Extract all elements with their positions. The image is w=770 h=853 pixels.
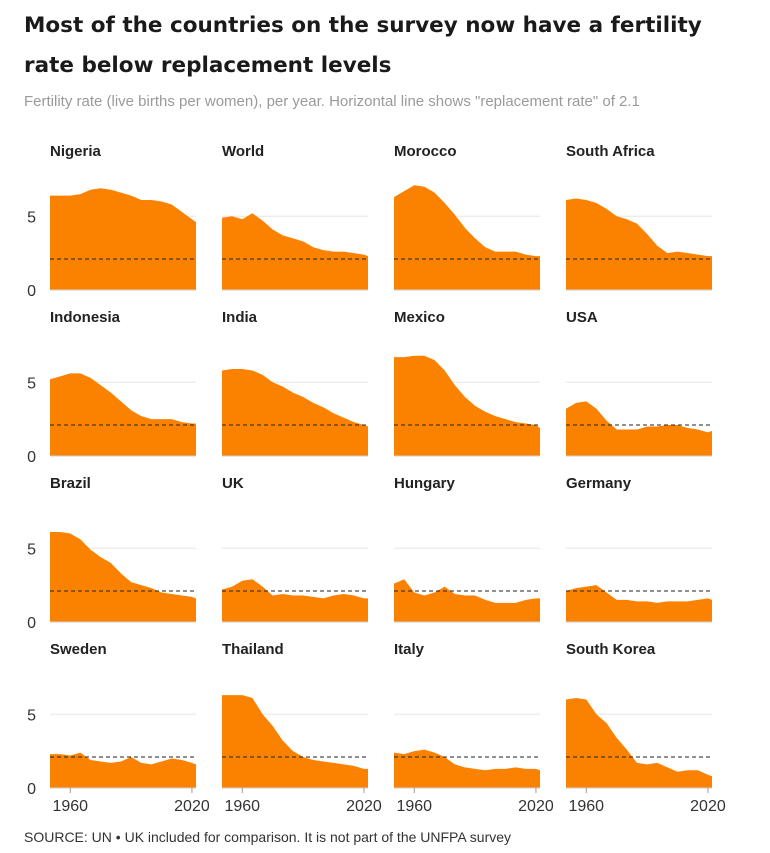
- panel-label: India: [222, 309, 258, 326]
- panel-label: Nigeria: [50, 143, 102, 160]
- y-tick-label: 5: [27, 707, 36, 724]
- fertility-area: [394, 185, 540, 290]
- panel-label: Hungary: [394, 475, 456, 492]
- panel-hungary: Hungary: [394, 475, 540, 623]
- panel-label: USA: [566, 309, 598, 326]
- fertility-area: [566, 698, 712, 788]
- x-tick-label: 2020: [690, 798, 726, 815]
- fertility-area: [394, 579, 540, 622]
- fertility-area: [394, 355, 540, 456]
- panel-nigeria: Nigeria 0 5: [27, 143, 196, 300]
- panel-usa: USA: [566, 309, 712, 457]
- panel-indonesia: Indonesia 0 5: [27, 309, 196, 466]
- panel-brazil: Brazil 0 5: [27, 475, 196, 632]
- panel-label: South Africa: [566, 143, 655, 160]
- y-tick-label: 0: [27, 283, 36, 300]
- panel-label: Sweden: [50, 641, 107, 658]
- fertility-area: [50, 188, 196, 290]
- x-tick-label: 2020: [174, 798, 210, 815]
- fertility-area: [566, 401, 712, 456]
- fertility-area: [50, 532, 196, 622]
- panel-label: Morocco: [394, 143, 457, 160]
- x-tick-label: 1960: [568, 798, 604, 815]
- fertility-area: [222, 368, 368, 456]
- x-tick-label: 1960: [224, 798, 260, 815]
- source-note: SOURCE: UN • UK included for comparison.…: [24, 829, 512, 845]
- y-tick-label: 5: [27, 209, 36, 226]
- fertility-area: [222, 695, 368, 788]
- panel-label: Indonesia: [50, 309, 121, 326]
- y-tick-label: 0: [27, 615, 36, 632]
- panel-label: Mexico: [394, 309, 445, 326]
- fertility-area: [50, 752, 196, 788]
- y-tick-label: 5: [27, 375, 36, 392]
- panel-morocco: Morocco: [394, 143, 540, 291]
- x-tick-label: 2020: [518, 798, 554, 815]
- panel-label: UK: [222, 475, 244, 492]
- fertility-area: [50, 373, 196, 456]
- panel-thailand: Thailand 1960 2020: [222, 641, 382, 815]
- chart-title: Most of the countries on the survey now …: [24, 13, 702, 78]
- panel-sweden: Sweden 0 5 1960 2020: [27, 641, 210, 815]
- x-tick-label: 1960: [396, 798, 432, 815]
- y-tick-label: 5: [27, 541, 36, 558]
- panel-label: Italy: [394, 641, 425, 658]
- x-tick-label: 1960: [52, 798, 88, 815]
- y-tick-label: 0: [27, 449, 36, 466]
- panel-mexico: Mexico: [394, 309, 540, 457]
- fertility-area: [222, 213, 368, 290]
- panel-germany: Germany: [566, 475, 712, 623]
- panel-india: India: [222, 309, 368, 457]
- chart-subtitle: Fertility rate (live births per women), …: [24, 93, 640, 110]
- panel-label: Thailand: [222, 641, 284, 658]
- fertility-area: [222, 579, 368, 622]
- panel-south-africa: South Africa: [566, 143, 712, 291]
- panel-label: World: [222, 143, 264, 160]
- panel-label: Brazil: [50, 475, 91, 492]
- panel-south-korea: South Korea 1960 2020: [566, 641, 726, 815]
- fertility-area: [566, 198, 712, 290]
- panel-italy: Italy 1960 2020: [394, 641, 554, 815]
- fertility-area: [394, 749, 540, 788]
- y-tick-label: 0: [27, 781, 36, 798]
- panel-label: Germany: [566, 475, 632, 492]
- x-tick-label: 2020: [346, 798, 382, 815]
- panel-uk: UK: [222, 475, 368, 623]
- fertility-area: [566, 585, 712, 622]
- panel-label: South Korea: [566, 641, 656, 658]
- panel-world: World: [222, 143, 368, 291]
